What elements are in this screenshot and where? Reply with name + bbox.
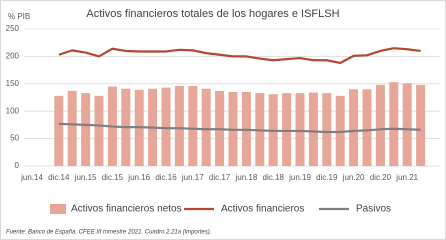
x-tick-label: jun.16: [127, 173, 150, 182]
bar: [188, 85, 198, 166]
legend-swatch: [50, 204, 66, 214]
x-tick-label: dic.17: [209, 173, 231, 182]
bar: [295, 93, 305, 166]
bar: [402, 83, 412, 166]
x-tick-label: dic.19: [316, 173, 338, 182]
y-tick-label: 0: [15, 161, 20, 170]
x-tick-label: jun.20: [342, 173, 365, 182]
bar: [322, 93, 332, 166]
x-tick-label: jun.19: [288, 173, 311, 182]
bar: [201, 88, 211, 166]
bar: [349, 89, 359, 166]
x-tick-label: dic.20: [370, 173, 392, 182]
x-tick-label: jun.18: [235, 173, 258, 182]
x-tick-label: dic.18: [263, 173, 285, 182]
y-tick-label: 50: [10, 134, 19, 143]
source-note: Fuente: Banco de España. CFEE III trimes…: [6, 230, 211, 236]
bar: [54, 95, 64, 166]
legend-label: Pasivos: [356, 204, 391, 215]
x-tick-label: jun.21: [395, 173, 418, 182]
bar: [416, 84, 426, 166]
line: [58, 122, 421, 134]
x-tick-label: dic.15: [102, 173, 124, 182]
x-tick-label: jun.14: [20, 173, 43, 182]
x-tick-label: dic.16: [155, 173, 177, 182]
bar: [375, 84, 385, 166]
y-tick-label: 250: [6, 24, 20, 33]
bar: [174, 85, 184, 166]
x-tick-label: jun.15: [74, 173, 97, 182]
bar: [362, 89, 372, 166]
bar: [161, 87, 171, 166]
y-tick-label: 100: [6, 106, 20, 115]
y-tick-label: 200: [6, 52, 20, 61]
bar: [94, 95, 104, 166]
legend-label: Activos financieros netos: [71, 204, 182, 215]
bar: [282, 93, 292, 166]
legend-label: Activos financieros: [221, 204, 304, 215]
x-tick-label: dic.14: [48, 173, 70, 182]
bar: [308, 92, 318, 166]
line: [58, 47, 421, 65]
bar: [67, 90, 77, 166]
bar: [81, 93, 91, 166]
y-tick-label: 150: [6, 79, 20, 88]
x-tick-label: jun.17: [181, 173, 204, 182]
y-axis-label: % PIB: [8, 12, 30, 21]
chart-title: Activos financieros totales de los hogar…: [86, 8, 339, 20]
bar: [389, 82, 399, 166]
